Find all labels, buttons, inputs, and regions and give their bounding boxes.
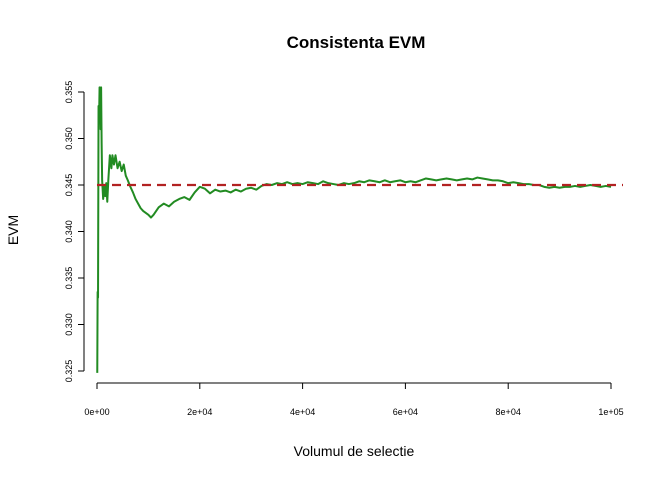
y-tick-label: 0.335 — [64, 267, 74, 290]
x-tick-label: 2e+04 — [187, 407, 212, 417]
y-axis: 0.325 0.330 0.335 0.340 0.345 0.350 0.355 — [64, 81, 85, 383]
x-tick-label: 1e+05 — [598, 407, 623, 417]
chart-title: Consistenta EVM — [287, 33, 426, 52]
y-tick-label: 0.325 — [64, 360, 74, 383]
y-tick-label: 0.330 — [64, 313, 74, 336]
x-tick-label: 0e+00 — [84, 407, 109, 417]
y-tick-label: 0.345 — [64, 174, 74, 197]
x-axis-label: Volumul de selectie — [294, 443, 415, 459]
y-tick-label: 0.350 — [64, 127, 74, 150]
x-tick-label: 8e+04 — [496, 407, 521, 417]
y-tick-label: 0.355 — [64, 81, 74, 104]
y-tick-label: 0.340 — [64, 220, 74, 243]
y-axis-label: EVM — [5, 215, 21, 245]
series-layer — [96, 86, 612, 373]
series-line — [96, 86, 612, 373]
x-axis: 0e+00 2e+04 4e+04 6e+04 8e+04 1e+05 — [84, 382, 624, 417]
x-tick-label: 6e+04 — [393, 407, 418, 417]
x-tick-label: 4e+04 — [290, 407, 315, 417]
